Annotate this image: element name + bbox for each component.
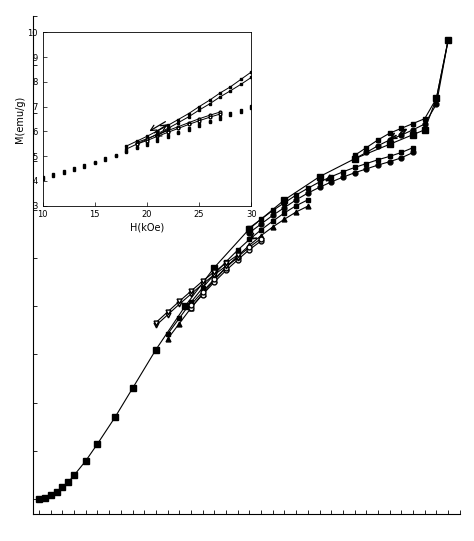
- X-axis label: H(kOe): H(kOe): [130, 222, 164, 232]
- Y-axis label: M(emu/g): M(emu/g): [15, 95, 25, 143]
